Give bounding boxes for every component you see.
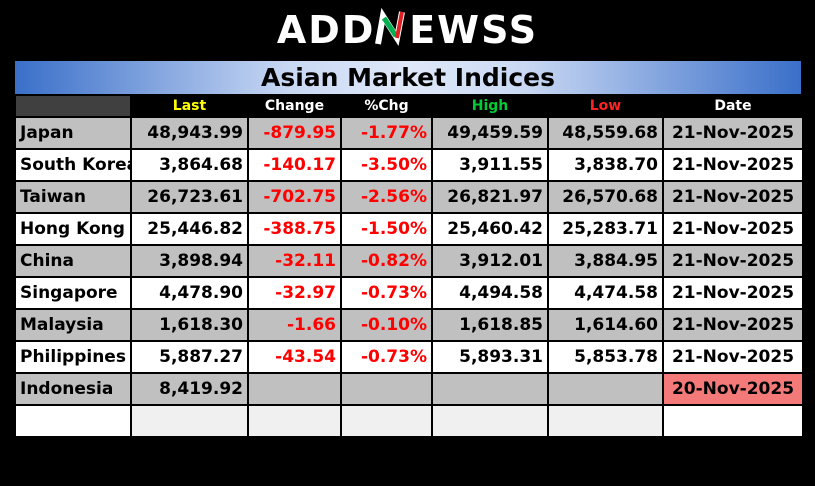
row-name: China	[14, 244, 132, 278]
row-pchg: -0.10%	[340, 308, 433, 342]
table-row: Malaysia 1,618.30 -1.66 -0.10% 1,618.85 …	[14, 308, 804, 342]
empty-cell	[130, 404, 249, 438]
row-low: 26,570.68	[547, 180, 664, 214]
logo-prefix: ADD	[276, 8, 376, 52]
row-date-stale: 20-Nov-2025	[662, 372, 804, 406]
row-change: -32.11	[247, 244, 342, 278]
header-date: Date	[662, 94, 804, 118]
row-date: 21-Nov-2025	[662, 116, 804, 150]
row-name: Hong Kong	[14, 212, 132, 246]
row-last: 25,446.82	[130, 212, 249, 246]
row-low: 1,614.60	[547, 308, 664, 342]
empty-cell	[340, 404, 433, 438]
row-change: -702.75	[247, 180, 342, 214]
row-name: Indonesia	[14, 372, 132, 406]
row-low: 25,283.71	[547, 212, 664, 246]
row-date: 21-Nov-2025	[662, 308, 804, 342]
row-last: 3,898.94	[130, 244, 249, 278]
row-change: -43.54	[247, 340, 342, 374]
row-high: 5,893.31	[431, 340, 549, 374]
row-date: 21-Nov-2025	[662, 340, 804, 374]
row-pchg: -2.56%	[340, 180, 433, 214]
row-pchg: -3.50%	[340, 148, 433, 182]
logo-n-letter: N	[375, 8, 409, 52]
empty-cell	[14, 404, 132, 438]
row-last: 4,478.90	[130, 276, 249, 310]
table-row: China 3,898.94 -32.11 -0.82% 3,912.01 3,…	[14, 244, 804, 278]
row-last: 8,419.92	[130, 372, 249, 406]
header-low: Low	[547, 94, 664, 118]
row-name: Malaysia	[14, 308, 132, 342]
table-row-empty	[14, 404, 804, 438]
row-name: Philippines	[14, 340, 132, 374]
row-date: 21-Nov-2025	[662, 212, 804, 246]
row-pchg: -1.50%	[340, 212, 433, 246]
row-last: 1,618.30	[130, 308, 249, 342]
row-date: 21-Nov-2025	[662, 180, 804, 214]
empty-cell	[662, 404, 804, 438]
row-last: 48,943.99	[130, 116, 249, 150]
row-last: 5,887.27	[130, 340, 249, 374]
table-row: South Korea 3,864.68 -140.17 -3.50% 3,91…	[14, 148, 804, 182]
row-last: 26,723.61	[130, 180, 249, 214]
row-high: 3,912.01	[431, 244, 549, 278]
row-low: 3,838.70	[547, 148, 664, 182]
market-indices-table: Last Change %Chg High Low Date Japan 48,…	[14, 94, 804, 438]
row-high	[431, 372, 549, 406]
table-row: Philippines 5,887.27 -43.54 -0.73% 5,893…	[14, 340, 804, 374]
header-change: Change	[247, 94, 342, 118]
row-low: 3,884.95	[547, 244, 664, 278]
row-date: 21-Nov-2025	[662, 244, 804, 278]
row-high: 49,459.59	[431, 116, 549, 150]
table-title: Asian Market Indices	[260, 63, 556, 92]
row-pchg: -1.77%	[340, 116, 433, 150]
empty-cell	[247, 404, 342, 438]
row-date: 21-Nov-2025	[662, 276, 804, 310]
row-name: South Korea	[14, 148, 132, 182]
header-high: High	[431, 94, 549, 118]
row-low: 48,559.68	[547, 116, 664, 150]
row-change: -1.66	[247, 308, 342, 342]
row-change: -388.75	[247, 212, 342, 246]
header-name	[14, 94, 132, 118]
row-date: 21-Nov-2025	[662, 148, 804, 182]
row-high: 4,494.58	[431, 276, 549, 310]
row-change: -140.17	[247, 148, 342, 182]
row-high: 26,821.97	[431, 180, 549, 214]
row-change: -32.97	[247, 276, 342, 310]
table-row: Indonesia 8,419.92 20-Nov-2025	[14, 372, 804, 406]
row-change: -879.95	[247, 116, 342, 150]
row-pchg: -0.73%	[340, 276, 433, 310]
row-last: 3,864.68	[130, 148, 249, 182]
row-name: Japan	[14, 116, 132, 150]
table-header-row: Last Change %Chg High Low Date	[14, 94, 804, 118]
row-pchg: -0.82%	[340, 244, 433, 278]
empty-cell	[431, 404, 549, 438]
table-title-bar: Asian Market Indices	[15, 61, 801, 94]
brand-logo: ADD N EWSS	[0, 0, 815, 60]
table-row: Taiwan 26,723.61 -702.75 -2.56% 26,821.9…	[14, 180, 804, 214]
table-row: Hong Kong 25,446.82 -388.75 -1.50% 25,46…	[14, 212, 804, 246]
row-low	[547, 372, 664, 406]
table-row: Singapore 4,478.90 -32.97 -0.73% 4,494.5…	[14, 276, 804, 310]
row-high: 25,460.42	[431, 212, 549, 246]
header-pchg: %Chg	[340, 94, 433, 118]
row-high: 3,911.55	[431, 148, 549, 182]
row-name: Singapore	[14, 276, 132, 310]
logo-chart-n-icon	[375, 8, 406, 46]
row-name: Taiwan	[14, 180, 132, 214]
row-pchg	[340, 372, 433, 406]
row-change	[247, 372, 342, 406]
row-low: 4,474.58	[547, 276, 664, 310]
row-pchg: -0.73%	[340, 340, 433, 374]
table-row: Japan 48,943.99 -879.95 -1.77% 49,459.59…	[14, 116, 804, 150]
logo-suffix: EWSS	[409, 8, 539, 52]
row-high: 1,618.85	[431, 308, 549, 342]
row-low: 5,853.78	[547, 340, 664, 374]
empty-cell	[547, 404, 664, 438]
header-last: Last	[130, 94, 249, 118]
